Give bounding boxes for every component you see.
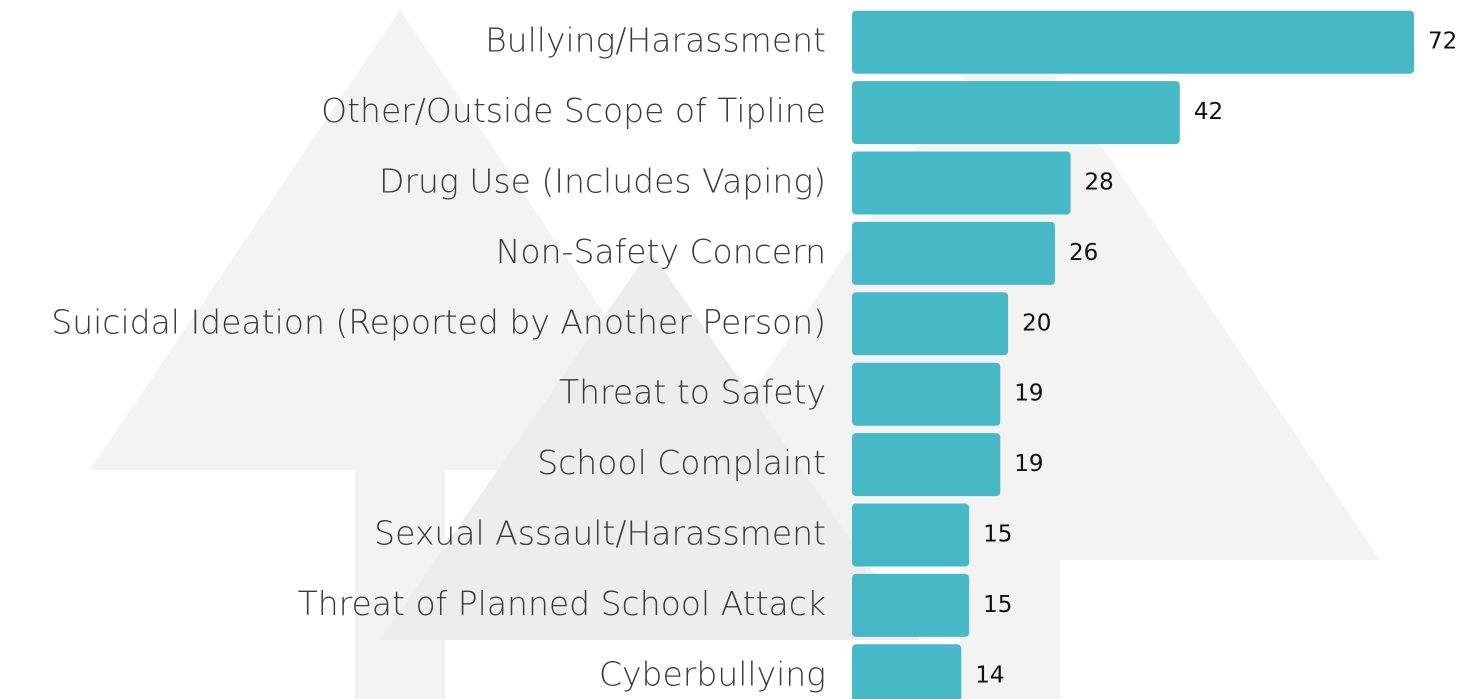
bar <box>852 11 1414 74</box>
value-label: 15 <box>983 522 1012 548</box>
category-label: Drug Use (Includes Vaping) <box>379 162 826 201</box>
value-label: 15 <box>983 592 1012 618</box>
category-label: Threat to Safety <box>559 373 826 412</box>
category-label: Bullying/Harassment <box>485 21 826 60</box>
value-label: 28 <box>1085 170 1114 196</box>
category-label: Sexual Assault/Harassment <box>374 514 826 553</box>
bar <box>852 222 1055 285</box>
value-label: 72 <box>1428 29 1457 55</box>
value-label: 26 <box>1069 240 1098 266</box>
value-label: 42 <box>1194 99 1223 125</box>
chart: Bullying/Harassment 72 Other/Outside Scope… <box>0 0 1475 699</box>
value-label: 20 <box>1022 310 1051 336</box>
bar <box>852 81 1180 144</box>
bar <box>852 644 961 699</box>
value-label: 14 <box>975 662 1004 688</box>
bar <box>852 433 1000 496</box>
bar <box>852 363 1000 426</box>
bar <box>852 504 969 567</box>
value-label: 19 <box>1014 381 1043 407</box>
bar <box>852 574 969 637</box>
bar <box>852 152 1071 215</box>
bar <box>852 292 1008 355</box>
category-label: Cyberbullying <box>599 654 826 693</box>
category-label: Threat of Planned School Attack <box>298 584 826 623</box>
value-label: 19 <box>1014 451 1043 477</box>
category-label: Other/Outside Scope of Tipline <box>321 91 826 130</box>
category-label: School Complaint <box>537 443 826 482</box>
category-label: Non-Safety Concern <box>496 232 826 271</box>
category-label: Suicidal Ideation (Reported by Another P… <box>51 302 826 341</box>
